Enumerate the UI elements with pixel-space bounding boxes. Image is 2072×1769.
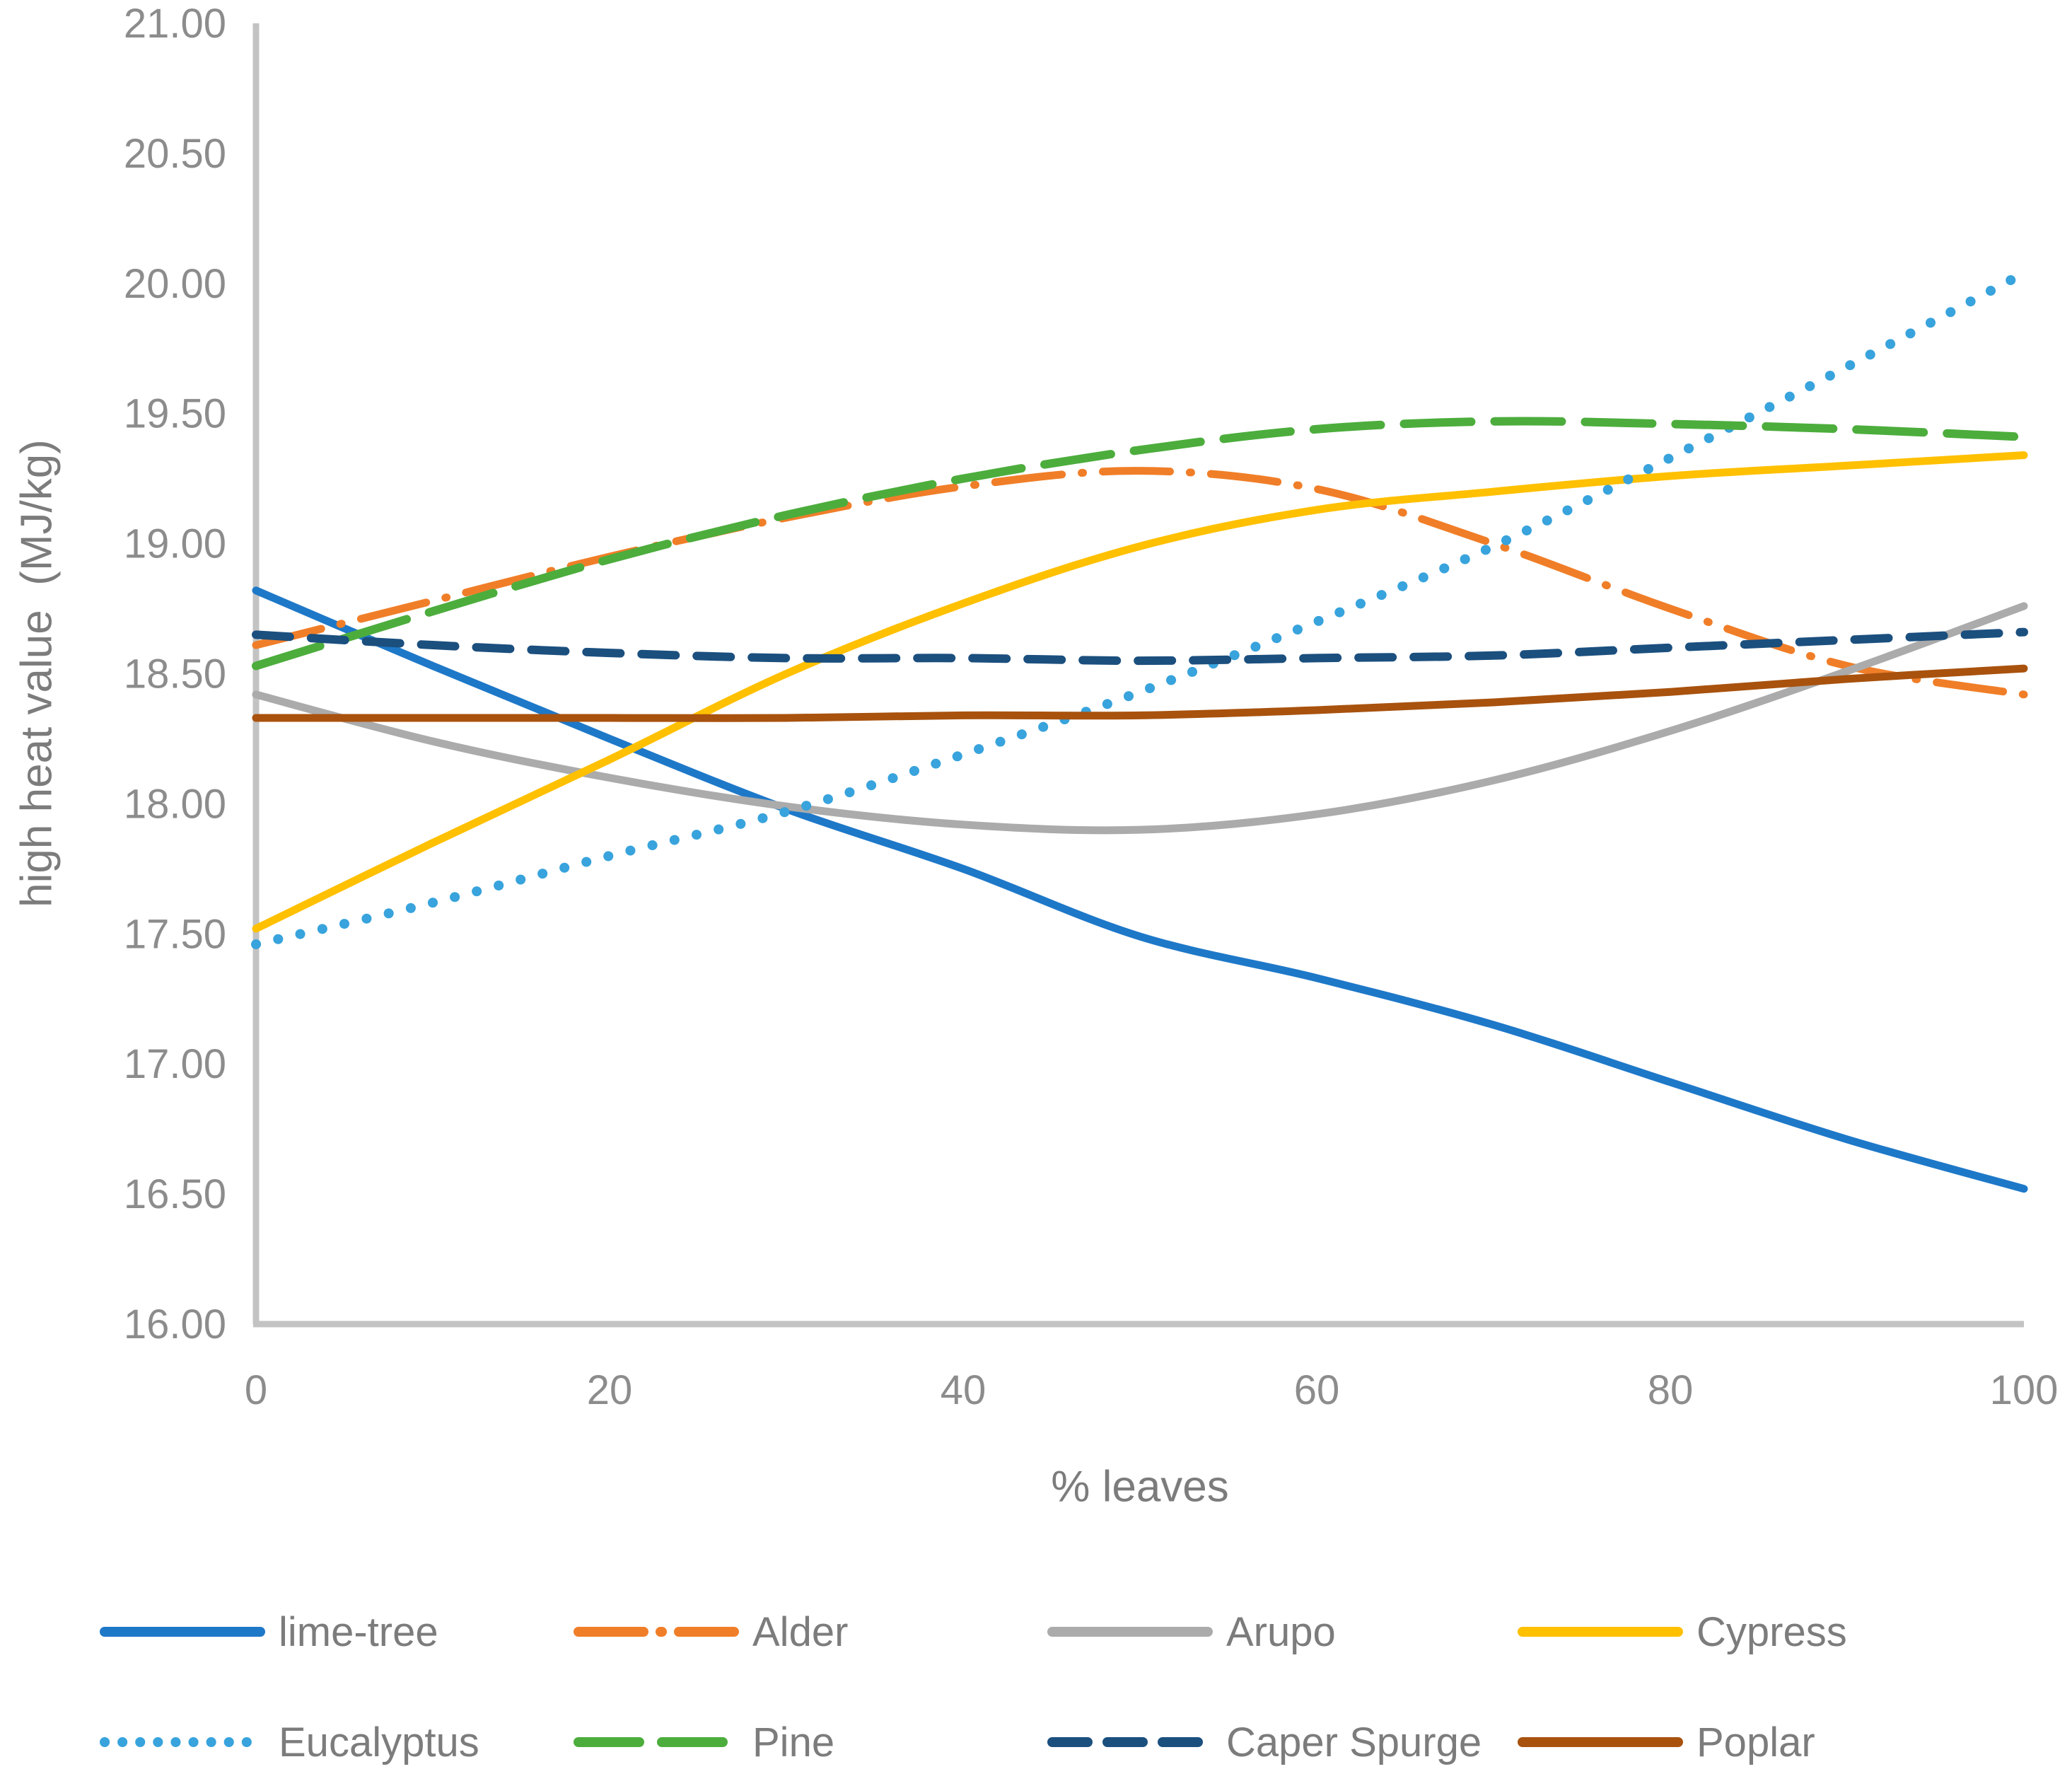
x-tick-label: 80 (1648, 1367, 1694, 1413)
series-line-alder (252, 467, 2028, 699)
series-line-lime-tree (252, 586, 2028, 1193)
y-tick-label: 18.00 (124, 781, 226, 827)
series-line-pine (252, 417, 2028, 671)
x-tick-label: 100 (1990, 1367, 2059, 1413)
x-tick-label: 60 (1294, 1367, 1340, 1413)
x-tick-label: 40 (941, 1367, 986, 1413)
y-tick-label: 17.00 (124, 1041, 226, 1087)
series-line-eucalyptus (251, 268, 2029, 950)
y-tick-label: 16.50 (124, 1171, 226, 1217)
y-axis-title: high heat value (MJ/kg) (12, 439, 62, 907)
y-tick-label: 19.50 (124, 391, 226, 437)
x-axis-title: % leaves (1051, 1462, 1229, 1512)
x-tick-label: 20 (587, 1367, 633, 1413)
y-tick-label: 19.00 (124, 521, 226, 567)
series-line-caper-spurge (252, 627, 2028, 666)
y-tick-label: 21.00 (124, 1, 226, 47)
x-tick-label: 0 (245, 1367, 267, 1413)
series-line-arupo (252, 602, 2028, 835)
y-tick-label: 18.50 (124, 651, 226, 697)
y-tick-label: 17.50 (124, 911, 226, 957)
y-tick-label: 20.50 (124, 131, 226, 177)
y-tick-label: 16.00 (124, 1301, 226, 1347)
series-line-cypress (252, 451, 2028, 933)
y-tick-label: 20.00 (124, 261, 226, 307)
series-line-poplar (252, 664, 2028, 722)
